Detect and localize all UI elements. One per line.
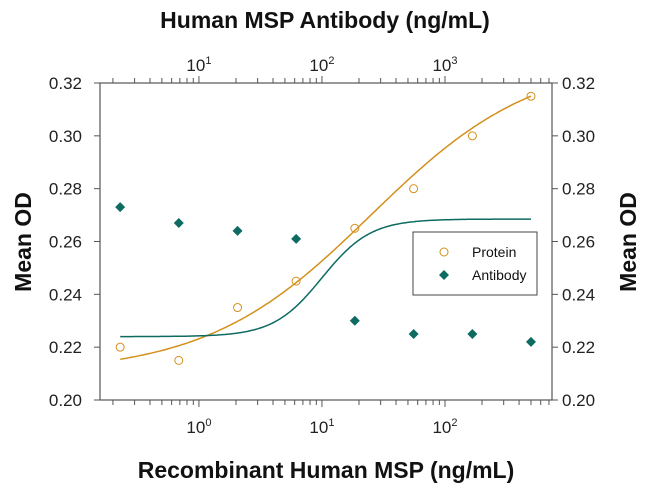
legend: Protein Antibody: [412, 231, 538, 296]
antibody-data-point: [408, 328, 419, 339]
antibody-data-point: [232, 225, 243, 236]
antibody-data-point: [173, 218, 184, 229]
protein-data-point: [115, 342, 125, 352]
y-tick-label-right: 0.32: [562, 74, 595, 93]
protein-data-point: [233, 303, 243, 313]
x-tick-label: 100: [186, 417, 211, 437]
legend-box: [412, 231, 538, 296]
top-tick-label: 101: [186, 55, 211, 75]
y-tick-label-left: 0.22: [49, 338, 82, 357]
antibody-data-point: [349, 315, 360, 326]
top-axis-title: Human MSP Antibody (ng/mL): [160, 7, 490, 33]
top-tick-label: 102: [309, 55, 334, 75]
x-axis-title: Recombinant Human MSP (ng/mL): [138, 457, 515, 483]
y-tick-label-left: 0.26: [49, 233, 82, 252]
protein-data-point: [467, 131, 477, 141]
protein-data-point: [291, 276, 301, 286]
protein-fit-curve: [120, 95, 532, 361]
antibody-fit-curve: [120, 218, 531, 338]
legend-protein-marker: [439, 247, 449, 257]
y-axis-title-right: Mean OD: [615, 192, 641, 292]
x-tick-label: 102: [432, 417, 457, 437]
y-tick-label-right: 0.26: [562, 233, 595, 252]
protein-data-point: [350, 223, 360, 233]
y-tick-label-left: 0.20: [49, 391, 82, 410]
protein-data-point: [174, 355, 184, 365]
y-tick-label-left: 0.24: [49, 285, 82, 304]
legend-antibody-marker: [439, 270, 449, 280]
antibody-data-point: [467, 328, 478, 339]
protein-data-point: [409, 184, 419, 194]
y-tick-label-right: 0.30: [562, 127, 595, 146]
y-tick-label-right: 0.24: [562, 285, 595, 304]
y-tick-label-right: 0.28: [562, 180, 595, 199]
legend-protein-label: Protein: [472, 244, 516, 260]
protein-data-point: [526, 91, 536, 101]
y-tick-label-right: 0.20: [562, 391, 595, 410]
antibody-data-point: [115, 202, 126, 213]
antibody-data-point: [291, 233, 302, 244]
y-tick-label-right: 0.22: [562, 338, 595, 357]
y-tick-label-left: 0.28: [49, 180, 82, 199]
y-axis-title-left: Mean OD: [10, 192, 36, 292]
top-tick-label: 103: [432, 55, 457, 75]
y-tick-label-left: 0.30: [49, 127, 82, 146]
x-tick-label: 101: [309, 417, 334, 437]
y-tick-label-left: 0.32: [49, 74, 82, 93]
antibody-data-point: [525, 336, 536, 347]
legend-antibody-label: Antibody: [472, 267, 526, 283]
